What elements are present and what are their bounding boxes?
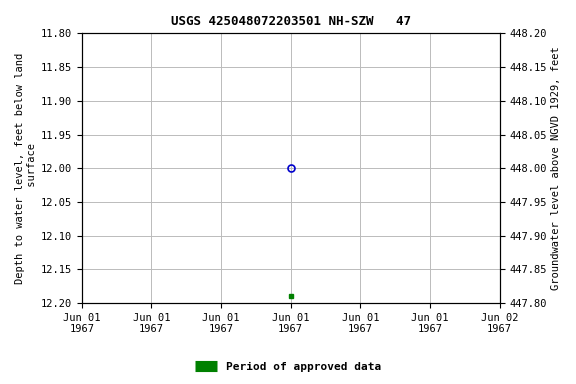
Y-axis label: Depth to water level, feet below land
 surface: Depth to water level, feet below land su…	[15, 53, 37, 284]
Legend: Period of approved data: Period of approved data	[191, 358, 385, 377]
Title: USGS 425048072203501 NH-SZW   47: USGS 425048072203501 NH-SZW 47	[170, 15, 411, 28]
Y-axis label: Groundwater level above NGVD 1929, feet: Groundwater level above NGVD 1929, feet	[551, 46, 561, 290]
